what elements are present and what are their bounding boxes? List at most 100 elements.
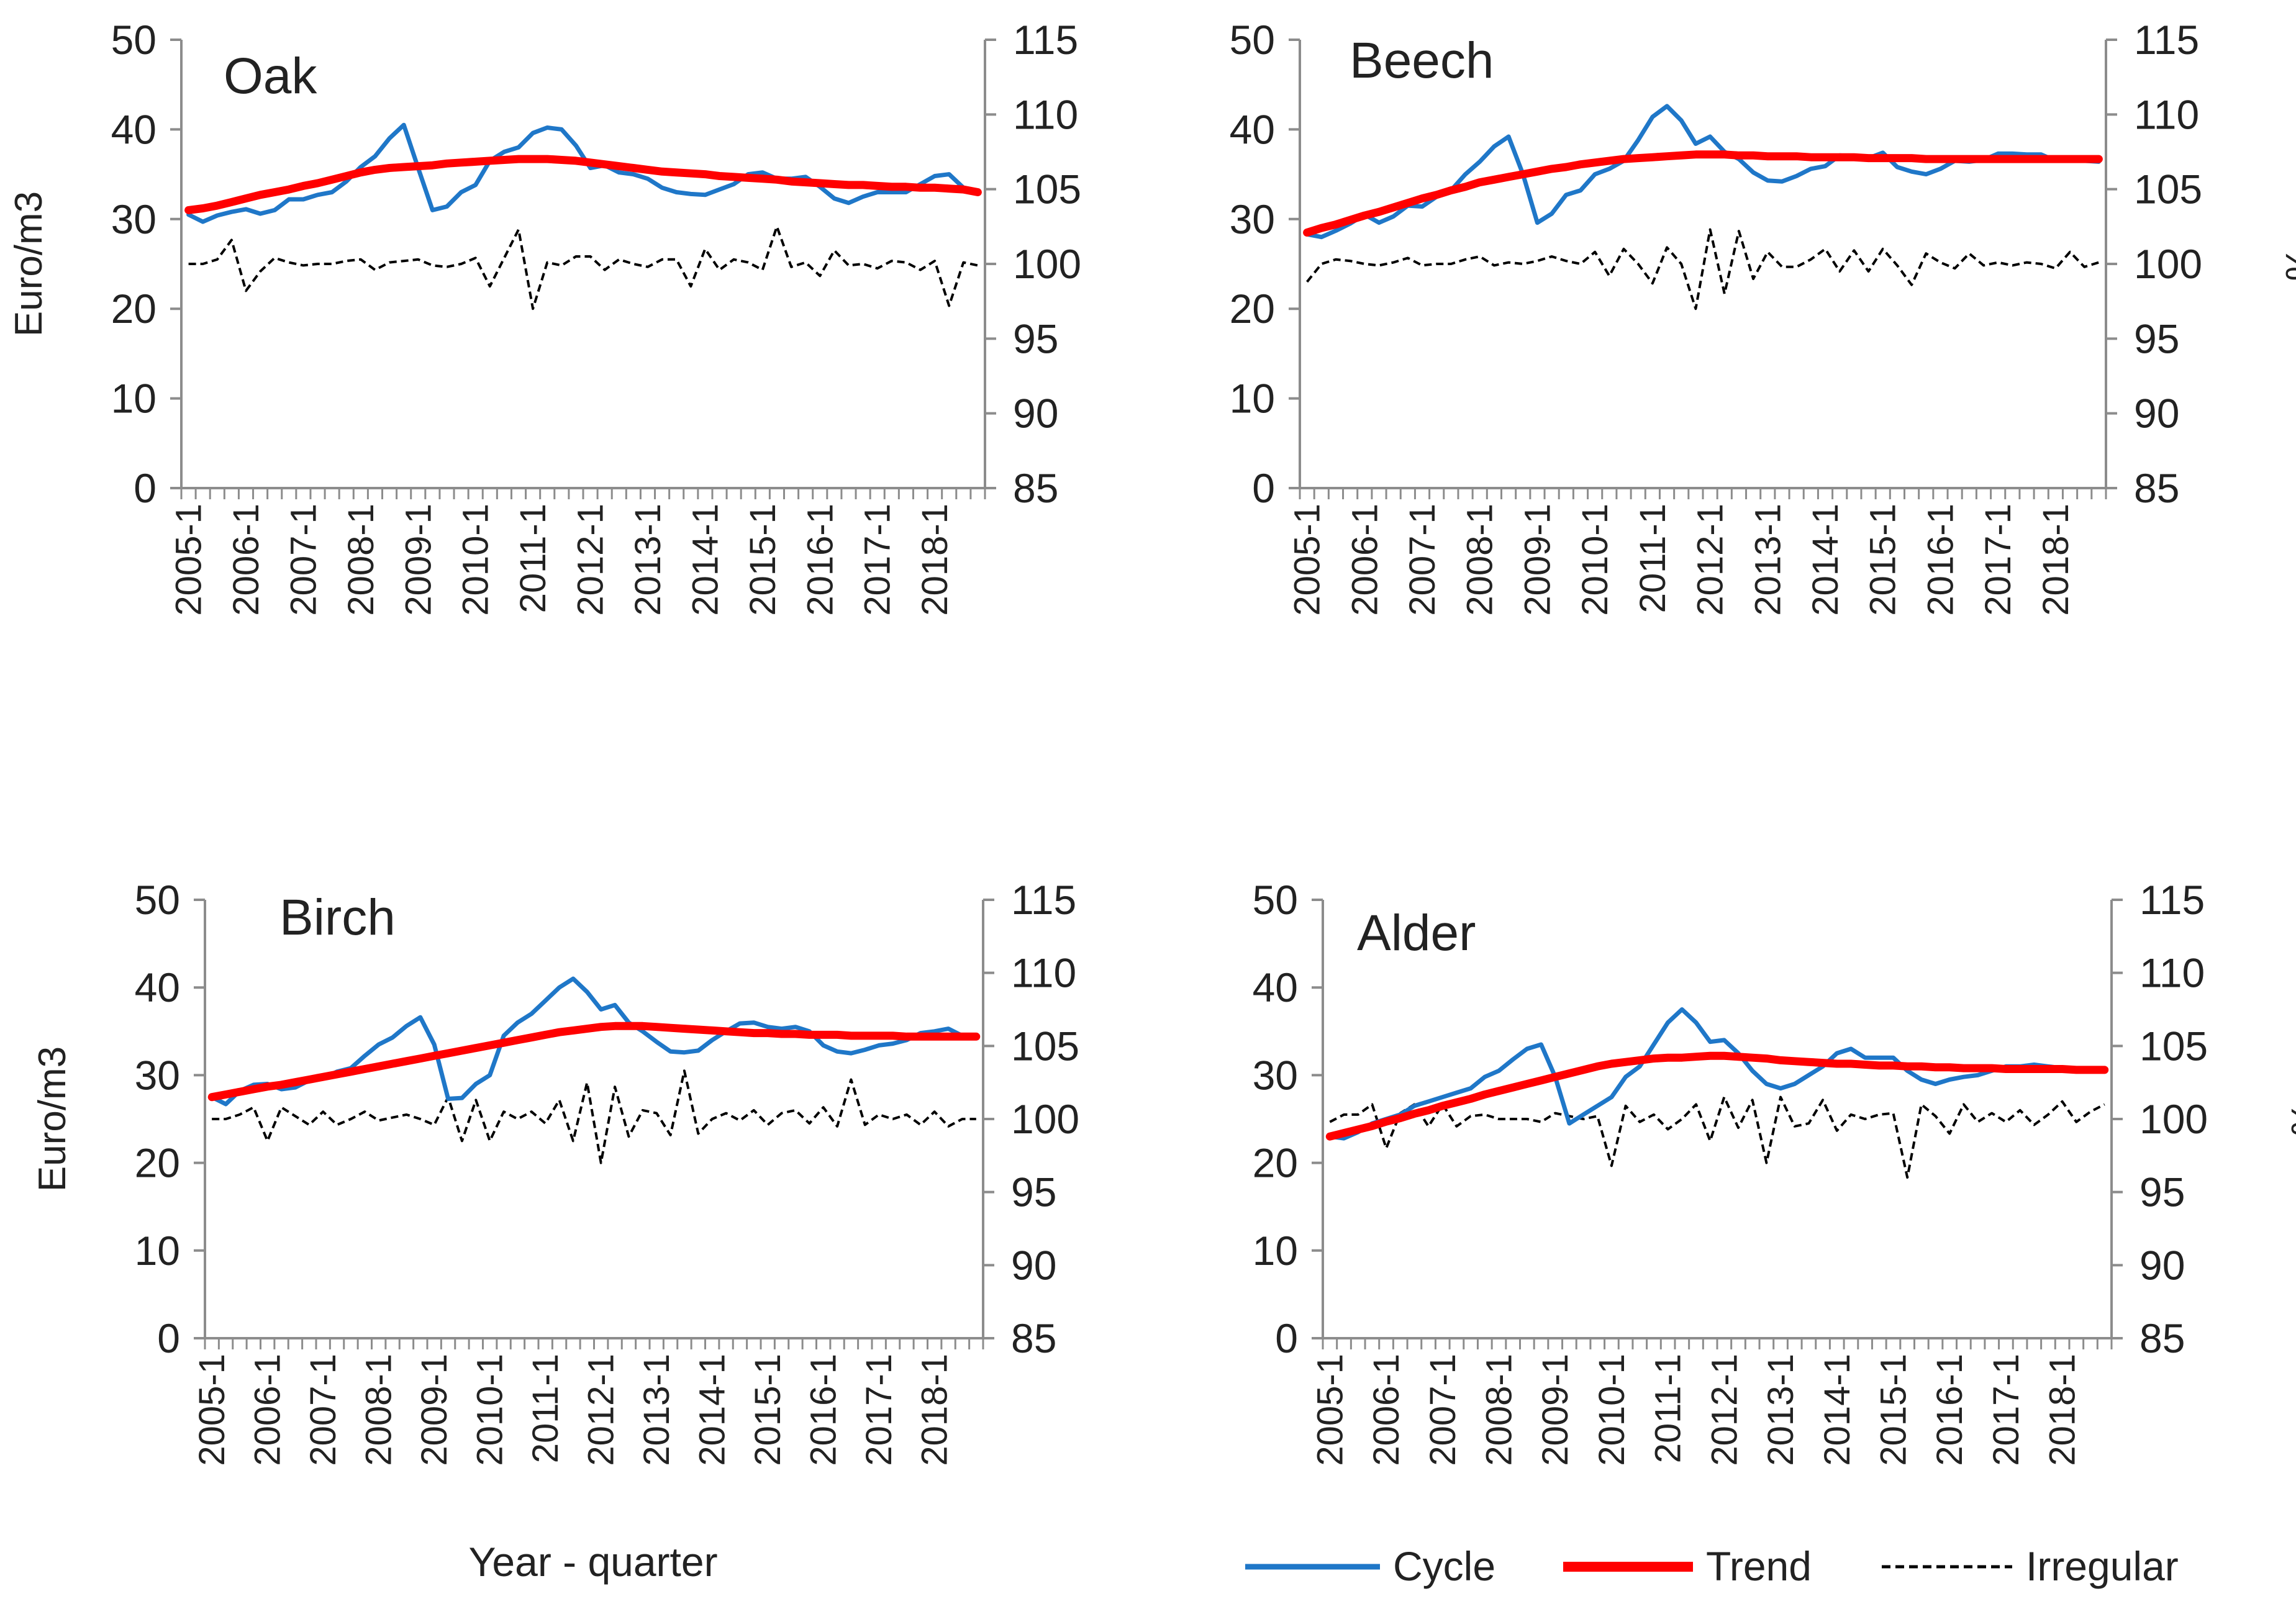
oak-x-tick-label: 2009-1 [398, 504, 438, 616]
beech-right-tick-label: 90 [2134, 391, 2179, 437]
oak-x-tick-label: 2016-1 [800, 504, 840, 616]
oak-x-tick-label: 2011-1 [513, 504, 553, 613]
beech-x-tick-label: 2011-1 [1633, 504, 1673, 613]
oak-right-tick-label: 105 [1013, 166, 1081, 212]
birch-right-tick-label: 105 [1011, 1023, 1079, 1069]
x-axis-title: Year - quarter [468, 1539, 717, 1585]
birch-x-tick-label: 2017-1 [859, 1354, 899, 1466]
oak-left-tick-label: 40 [111, 106, 157, 152]
beech-x-tick-label: 2006-1 [1345, 504, 1385, 616]
beech-x-tick-label: 2008-1 [1460, 504, 1500, 616]
oak-x-tick-label: 2006-1 [226, 504, 266, 616]
beech-x-tick-label: 2013-1 [1748, 504, 1788, 616]
alder-irregular-line [1329, 1095, 2105, 1179]
birch-right-tick-label: 110 [1011, 950, 1076, 996]
birch-x-tick-label: 2016-1 [804, 1354, 844, 1466]
legend-trend-label: Trend [1706, 1543, 1812, 1589]
alder-x-tick-label: 2016-1 [1930, 1354, 1970, 1466]
oak-x-tick-label: 2010-1 [456, 504, 496, 616]
beech-cycle-line [1305, 104, 2101, 240]
alder-right-tick-label: 115 [2139, 877, 2205, 923]
alder-left-tick-label: 30 [1253, 1052, 1298, 1098]
legend-irregular-label: Irregular [2026, 1543, 2179, 1589]
alder-x-tick-label: 2011-1 [1648, 1354, 1689, 1463]
oak-y-axis-title: Euro/m3 [7, 191, 50, 337]
oak-left-tick-label: 30 [111, 196, 157, 242]
birch-x-tick-label: 2012-1 [581, 1354, 622, 1466]
alder-left-tick-label: 50 [1253, 877, 1298, 923]
oak-x-tick-label: 2018-1 [915, 504, 955, 616]
beech-chart-panel: 0 10 20 30 40 50 85 90 95 100 105 110 115 2005-1 2006-… [1230, 17, 2296, 616]
beech-x-tick-label: 2007-1 [1402, 504, 1443, 616]
alder-cycle-line [1327, 1007, 2107, 1141]
beech-x-tick-label: 2009-1 [1517, 504, 1558, 616]
beech-irregular-line [1306, 228, 2099, 310]
birch-x-tick-label: 2011-1 [525, 1354, 566, 1463]
birch-left-tick-label: 40 [135, 964, 180, 1010]
birch-x-tick-label: 2010-1 [470, 1354, 510, 1466]
beech-left-tick-label: 10 [1230, 376, 1275, 422]
oak-x-tick-label: 2017-1 [858, 504, 898, 616]
alder-right-tick-label: 90 [2139, 1242, 2185, 1288]
beech-x-tick-label: 2014-1 [1805, 504, 1846, 616]
birch-x-tick-label: 2013-1 [637, 1354, 677, 1466]
alder-x-tick-label: 2013-1 [1761, 1354, 1801, 1466]
beech-right-tick-label: 115 [2134, 17, 2199, 63]
birch-right-tick-label: 85 [1011, 1315, 1056, 1361]
alder-x-tick-label: 2014-1 [1817, 1354, 1858, 1466]
birch-left-tick-label: 10 [135, 1228, 180, 1274]
beech-panel-title: Beech [1350, 32, 1494, 89]
beech-x-tick-label: 2015-1 [1863, 504, 1904, 616]
birch-left-tick-label: 20 [135, 1140, 180, 1186]
oak-left-tick-label: 50 [111, 17, 157, 63]
oak-panel-title: Oak [224, 48, 317, 104]
beech-left-tick-label: 50 [1230, 17, 1275, 63]
birch-x-tick-label: 2015-1 [748, 1354, 788, 1466]
oak-x-tick-label: 2007-1 [283, 504, 324, 616]
birch-x-tick-label: 2005-1 [192, 1354, 232, 1466]
alder-right-tick-label: 85 [2139, 1315, 2185, 1361]
oak-right-tick-label: 90 [1013, 391, 1058, 437]
alder-left-tick-label: 0 [1275, 1315, 1298, 1361]
alder-x-tick-label: 2005-1 [1310, 1354, 1350, 1466]
birch-trend-line [207, 1022, 981, 1102]
oak-x-tick-label: 2014-1 [685, 504, 725, 616]
oak-right-tick-label: 110 [1013, 91, 1078, 137]
birch-x-tick-label: 2018-1 [915, 1354, 955, 1466]
oak-right-tick-label: 95 [1013, 315, 1058, 361]
birch-x-tick-label: 2008-1 [359, 1354, 399, 1466]
birch-x-tick-label: 2007-1 [303, 1354, 343, 1466]
birch-cycle-line [209, 976, 979, 1107]
alder-right-tick-label: 105 [2139, 1023, 2208, 1069]
alder-x-tick-label: 2009-1 [1535, 1354, 1576, 1466]
beech-x-tick-label: 2012-1 [1690, 504, 1731, 616]
oak-left-tick-label: 10 [111, 376, 157, 422]
beech-x-tick-label: 2016-1 [1920, 504, 1961, 616]
birch-right-tick-label: 95 [1011, 1169, 1056, 1215]
beech-x-tick-label: 2005-1 [1287, 504, 1328, 616]
alder-x-tick-label: 2015-1 [1873, 1354, 1913, 1466]
birch-left-tick-label: 0 [157, 1315, 180, 1361]
birch-right-tick-label: 100 [1011, 1096, 1079, 1142]
alder-x-tick-label: 2010-1 [1592, 1354, 1632, 1466]
alder-x-tick-label: 2007-1 [1423, 1354, 1463, 1466]
alder-x-tick-label: 2017-1 [1986, 1354, 2026, 1466]
alder-x-tick-label: 2008-1 [1479, 1354, 1519, 1466]
oak-x-tick-label: 2013-1 [628, 504, 668, 616]
oak-left-tick-label: 20 [111, 286, 157, 332]
alder-left-tick-label: 10 [1253, 1228, 1298, 1274]
alder-x-tick-label: 2006-1 [1366, 1354, 1407, 1466]
birch-left-tick-label: 30 [135, 1052, 180, 1098]
alder-left-tick-label: 40 [1253, 964, 1298, 1010]
beech-trend-line [1303, 150, 2103, 237]
alder-right-tick-label: 110 [2139, 950, 2205, 996]
oak-trend-line [184, 155, 982, 214]
birch-right-tick-label: 115 [1011, 877, 1076, 923]
oak-left-tick-label: 0 [134, 465, 157, 511]
oak-right-tick-label: 85 [1013, 465, 1058, 511]
legend: Cycle Trend Irregular [1245, 1543, 2179, 1589]
birch-left-tick-label: 50 [135, 877, 180, 923]
beech-x-tick-label: 2010-1 [1575, 504, 1615, 616]
alder-left-tick-label: 20 [1253, 1140, 1298, 1186]
